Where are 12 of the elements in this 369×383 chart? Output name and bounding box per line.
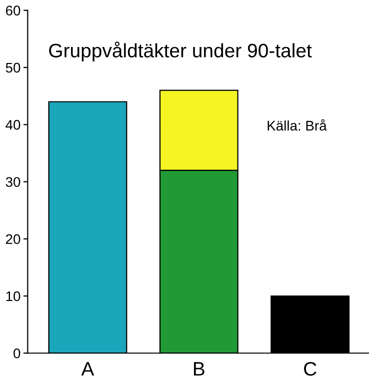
y-tick-label: 20: [6, 234, 20, 244]
x-tick-label: B: [194, 362, 204, 376]
y-tick-label: 60: [6, 6, 20, 16]
y-tick-label: 30: [6, 177, 20, 187]
text: Gruppvåldtäkter under 90-talet: [49, 42, 312, 62]
x-tick-label: A: [81, 362, 94, 376]
x-tick-label: C: [304, 362, 316, 376]
y-tick-label: 50: [6, 62, 20, 73]
y-tick-label: 10: [6, 291, 20, 302]
y-tick-label: 0: [14, 348, 20, 358]
annotation: Källa: Brå: [268, 119, 327, 131]
y-tick-label: 40: [6, 120, 20, 130]
